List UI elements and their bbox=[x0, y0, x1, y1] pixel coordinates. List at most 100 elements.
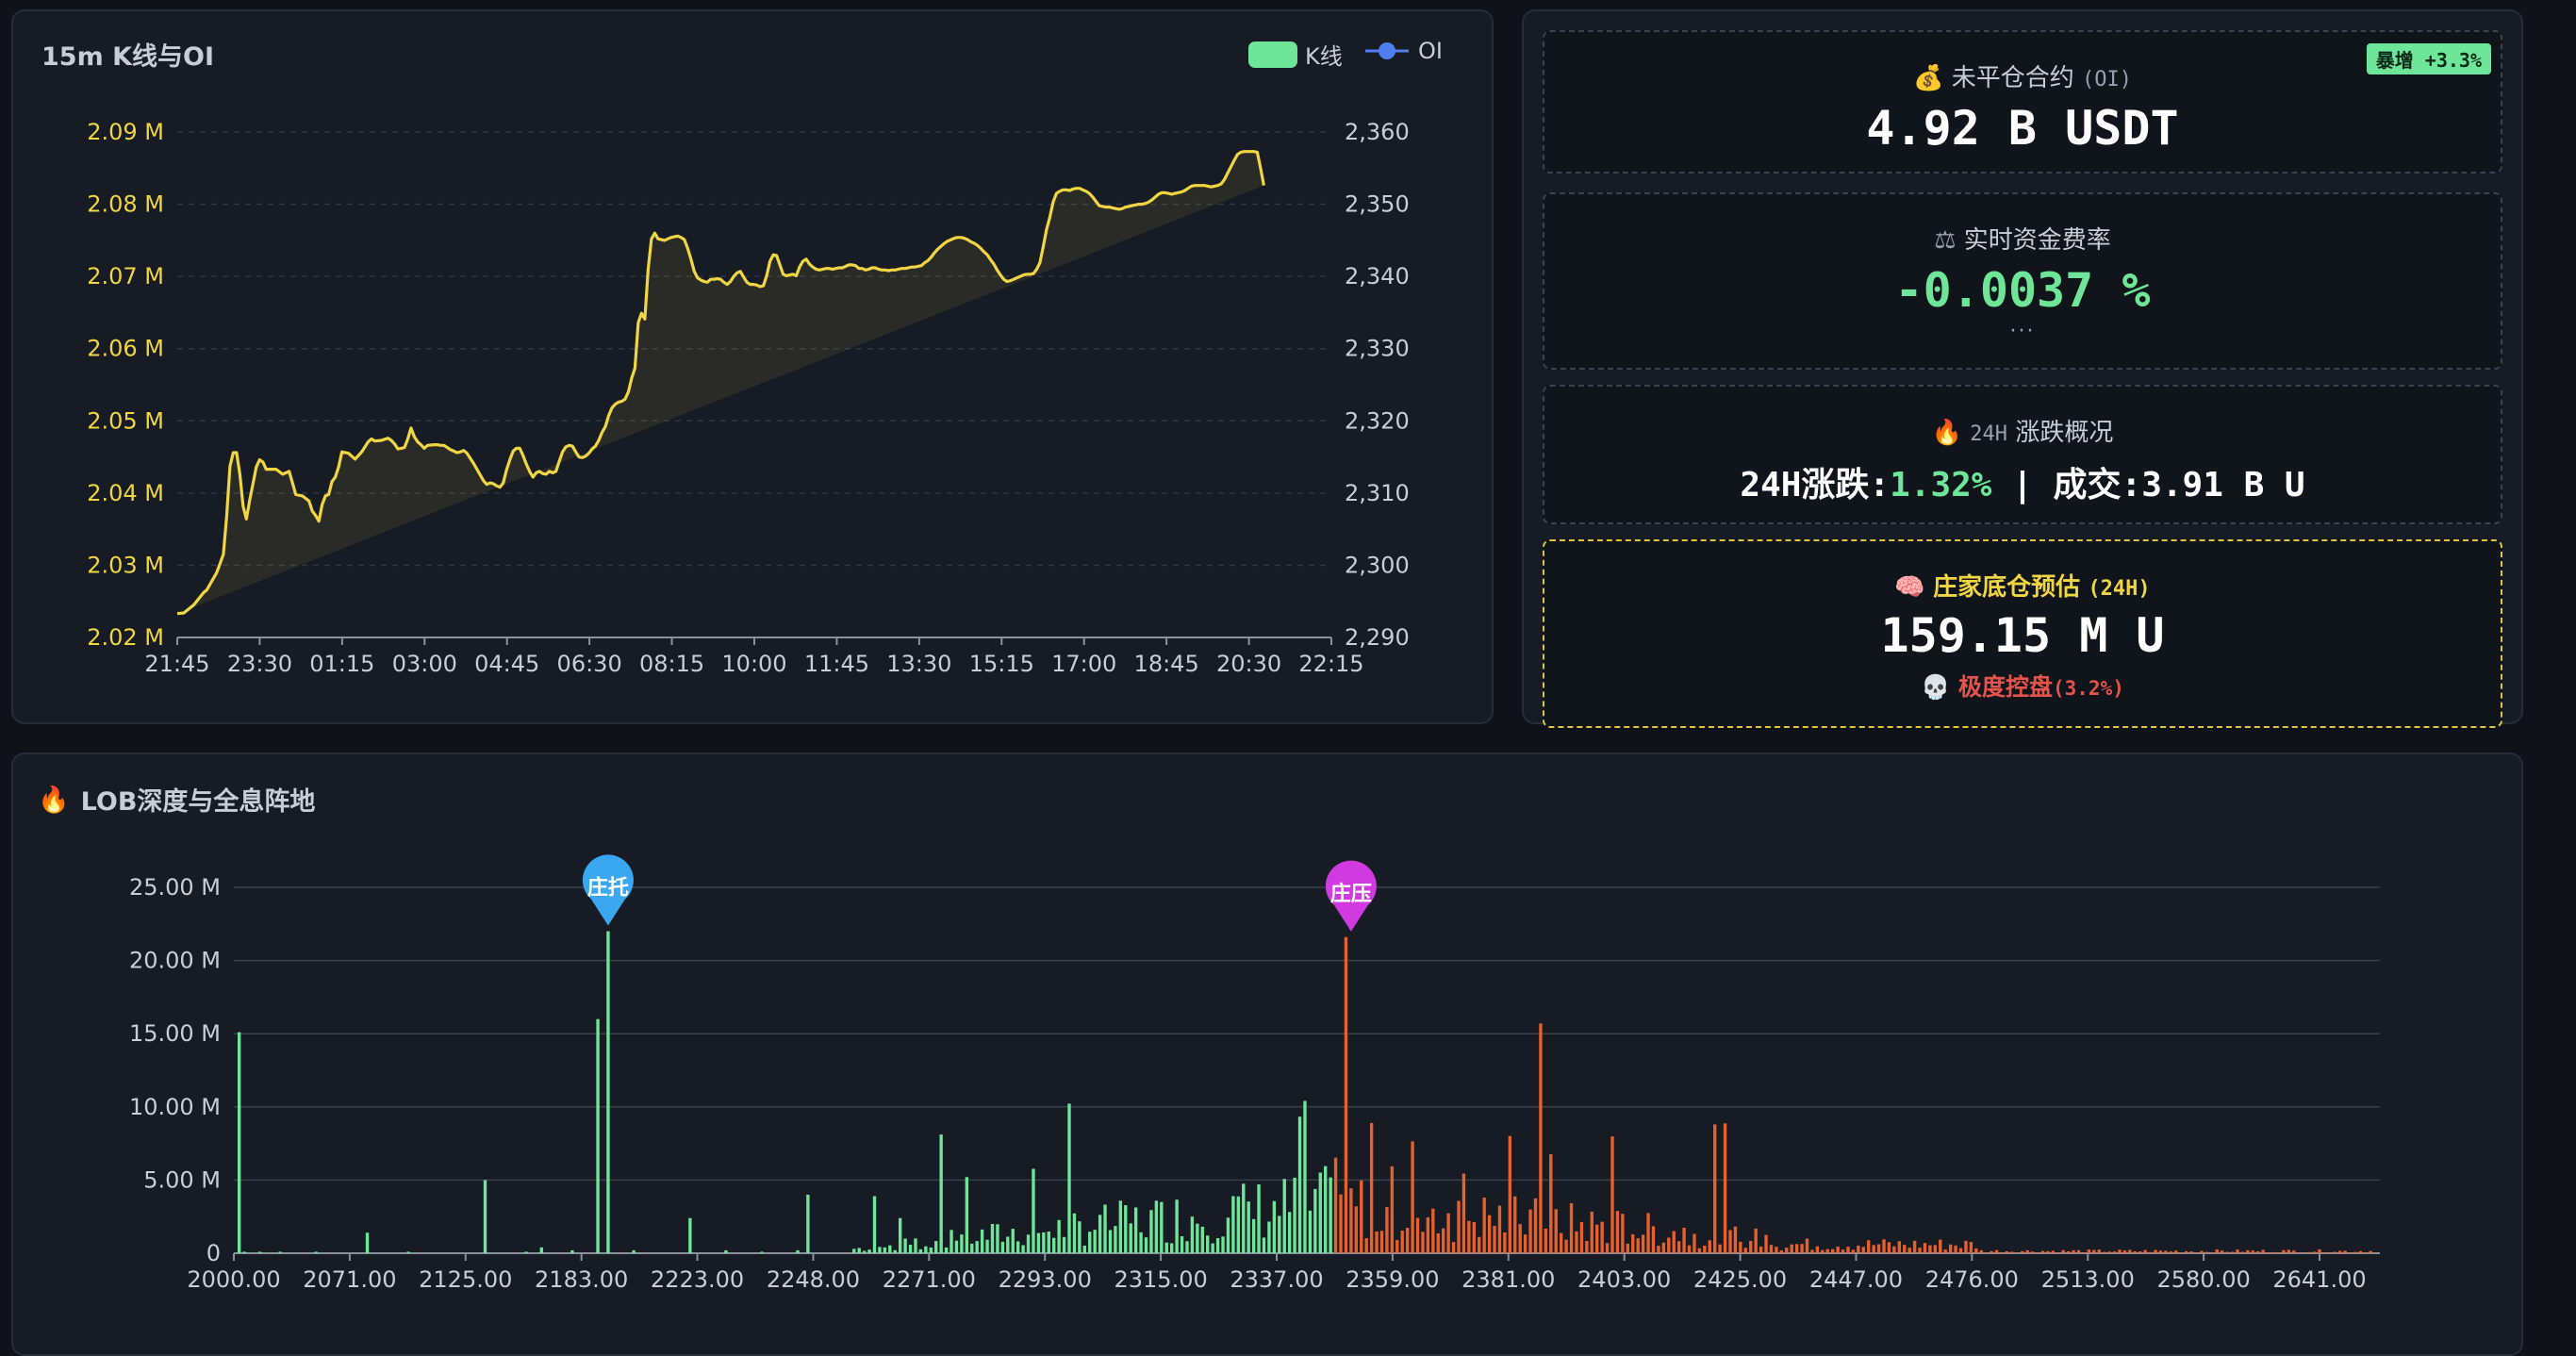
depth-bar bbox=[2225, 1251, 2229, 1253]
depth-bar bbox=[2112, 1251, 2117, 1253]
depth-bar bbox=[1676, 1241, 1681, 1253]
x-axis-tick-label: 08:15 bbox=[639, 651, 704, 677]
change24h-row: 24H涨跌:1.32% | 成交:3.91 B U bbox=[1544, 457, 2501, 506]
depth-bar bbox=[1297, 1116, 1302, 1253]
depth-bar bbox=[918, 1249, 923, 1253]
depth-bar bbox=[2051, 1250, 2056, 1253]
depth-bar bbox=[1739, 1241, 1742, 1253]
depth-bar bbox=[939, 1134, 943, 1253]
depth-bar bbox=[1093, 1230, 1097, 1253]
depth-bar bbox=[1923, 1243, 1927, 1253]
depth-bar bbox=[2343, 1250, 2347, 1253]
depth-bar bbox=[1072, 1213, 1077, 1253]
depth-bar bbox=[1943, 1249, 1947, 1253]
depth-bar bbox=[1903, 1245, 1907, 1253]
depth-bar bbox=[1385, 1207, 1389, 1253]
depth-bar bbox=[1964, 1240, 1968, 1253]
whale-value: 159.15 M U bbox=[1880, 608, 2165, 663]
depth-bar bbox=[1379, 1231, 1384, 1253]
depth-bar bbox=[1278, 1215, 1281, 1253]
x-axis-tick-label: 20:30 bbox=[1216, 651, 1281, 677]
depth-bar bbox=[1764, 1234, 1768, 1253]
x-axis-tick-label: 2381.00 bbox=[1461, 1266, 1555, 1293]
depth-bar bbox=[1825, 1249, 1829, 1253]
depth-bar bbox=[2143, 1249, 2147, 1253]
x-axis-tick-label: 2359.00 bbox=[1346, 1266, 1439, 1293]
depth-bar bbox=[1344, 936, 1348, 1253]
lob-depth-panel: 🔥 LOB深度与全息阵地 0 5.00 M 10.00 M 15.00 M 20.00 … bbox=[11, 752, 2523, 1356]
x-axis-tick-label: 2183.00 bbox=[535, 1266, 628, 1293]
oi-label-row: 💰 未平仓合约 (OI) bbox=[1544, 58, 2501, 93]
oi-line bbox=[176, 150, 1265, 616]
depth-bar bbox=[1478, 1236, 1481, 1253]
depth-bar bbox=[1703, 1245, 1707, 1253]
depth-bar bbox=[2266, 1252, 2271, 1253]
lob-depth-chart[interactable]: 0 5.00 M 10.00 M 15.00 M 20.00 M 25.00 M 2000.… bbox=[13, 754, 2521, 1339]
kline-oi-chart[interactable]: 2.02 M 2,290 2.03 M 2,300 2.04 M 2,310 2.05 M 2… bbox=[13, 11, 1492, 722]
depth-bar bbox=[2204, 1251, 2209, 1253]
x-axis-tick-label: 17:00 bbox=[1051, 651, 1116, 677]
oi-label: 未平仓合约 bbox=[1951, 64, 2074, 92]
depth-bar bbox=[1333, 1157, 1338, 1253]
depth-bar bbox=[1539, 1023, 1543, 1253]
depth-bar bbox=[852, 1249, 856, 1253]
depth-bar bbox=[1728, 1230, 1732, 1253]
depth-bar bbox=[2282, 1249, 2286, 1253]
depth-bar bbox=[1190, 1216, 1195, 1253]
funding-value: -0.0037 % bbox=[1894, 263, 2151, 318]
depth-bar bbox=[1415, 1217, 1420, 1253]
depth-bar bbox=[914, 1238, 917, 1253]
depth-bar bbox=[1528, 1209, 1532, 1253]
depth-bar bbox=[1169, 1243, 1174, 1253]
depth-bar bbox=[1867, 1240, 1871, 1253]
depth-bar bbox=[1052, 1237, 1056, 1253]
depth-bar bbox=[2118, 1249, 2122, 1253]
depth-bar bbox=[1078, 1221, 1082, 1253]
depth-bar bbox=[1805, 1238, 1809, 1253]
depth-bar bbox=[1129, 1223, 1132, 1253]
kline-legend-swatch bbox=[1248, 41, 1297, 68]
depth-bar bbox=[2297, 1252, 2301, 1253]
depth-bar bbox=[1928, 1245, 1932, 1253]
depth-bar bbox=[1472, 1221, 1476, 1253]
x-axis-tick-label: 2125.00 bbox=[419, 1266, 512, 1293]
depth-bar bbox=[1036, 1232, 1041, 1253]
legend-item-oi[interactable]: OI bbox=[1363, 38, 1443, 64]
depth-bar bbox=[1651, 1226, 1656, 1253]
depth-bar bbox=[1293, 1177, 1296, 1253]
depth-bar bbox=[1554, 1209, 1558, 1253]
depth-bar bbox=[1257, 1184, 1261, 1253]
x-axis-tick-label: 18:45 bbox=[1134, 651, 1199, 677]
pin-resistance[interactable]: 庄压 bbox=[1325, 860, 1377, 932]
x-axis-tick-label: 2580.00 bbox=[2156, 1266, 2250, 1293]
depth-bar bbox=[2107, 1251, 2111, 1253]
depth-bar bbox=[2154, 1249, 2157, 1253]
depth-bar bbox=[1815, 1246, 1820, 1253]
depth-bar bbox=[1329, 1177, 1332, 1253]
depth-bar bbox=[878, 1247, 882, 1253]
depth-bar bbox=[1215, 1238, 1220, 1253]
depth-bar bbox=[796, 1249, 800, 1253]
depth-bar bbox=[1872, 1245, 1875, 1253]
depth-bar bbox=[406, 1251, 410, 1253]
x-axis-tick-label: 2476.00 bbox=[1925, 1266, 2019, 1293]
depth-bar bbox=[1595, 1224, 1599, 1253]
depth-bar bbox=[1749, 1240, 1753, 1253]
depth-bar bbox=[1718, 1244, 1722, 1253]
depth-bar bbox=[1287, 1212, 1292, 1253]
depth-bar bbox=[1600, 1221, 1604, 1253]
pin-support[interactable]: 庄托 bbox=[582, 854, 634, 926]
depth-bar bbox=[975, 1241, 979, 1253]
depth-bar bbox=[1994, 1249, 1999, 1253]
legend-item-kline[interactable]: K线 bbox=[1248, 38, 1343, 71]
depth-bar bbox=[2215, 1249, 2219, 1253]
depth-bar bbox=[1743, 1248, 1747, 1253]
y-axis-tick-label: 25.00 M bbox=[129, 874, 221, 901]
depth-bar bbox=[1103, 1204, 1107, 1253]
depth-bar bbox=[1821, 1249, 1825, 1253]
depth-bar bbox=[1790, 1244, 1793, 1253]
depth-bar bbox=[1133, 1207, 1138, 1253]
x-axis-tick-label: 15:15 bbox=[969, 651, 1034, 677]
depth-bar bbox=[1442, 1228, 1445, 1253]
depth-bar bbox=[2230, 1251, 2235, 1253]
